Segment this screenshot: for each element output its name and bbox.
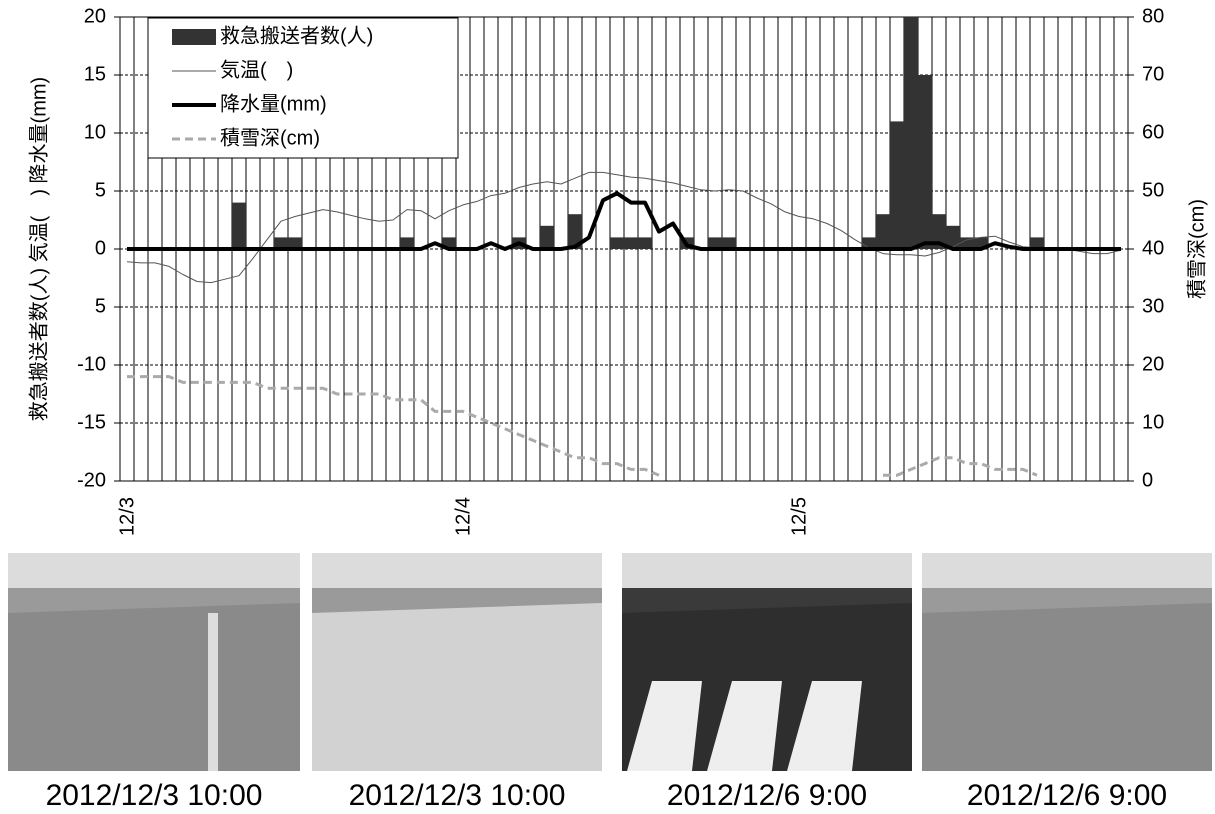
legend-swatch	[172, 29, 216, 45]
photo-caption: 2012/12/3 10:00	[349, 779, 566, 812]
y2-tick-label: 70	[1142, 63, 1164, 85]
photo-ground	[922, 603, 1212, 771]
y-tick-label: 20	[84, 5, 106, 27]
y-tick-label: 10	[84, 121, 106, 143]
y2-tick-label: 10	[1142, 411, 1164, 433]
y-tick-label: 5	[95, 179, 106, 201]
bar	[232, 203, 246, 249]
photo-sky	[922, 553, 1212, 588]
y2-tick-label: 20	[1142, 353, 1164, 375]
y-tick-label: 15	[84, 63, 106, 85]
photo-caption: 2012/12/6 9:00	[967, 779, 1167, 812]
x-tick-label: 12/3	[116, 497, 138, 536]
y-tick-label: 5	[95, 295, 106, 317]
y2-tick-label: 0	[1142, 469, 1153, 491]
bar	[876, 214, 890, 249]
y2-axis-label: 積雪深(cm)	[1185, 199, 1208, 299]
x-tick-label: 12/5	[788, 497, 810, 536]
bar	[918, 75, 932, 249]
page: 2012/12/3 10:00 2012/12/3 10:00 2012/12/6 …	[0, 0, 1215, 814]
legend-label: 降水量(mm)	[220, 92, 327, 115]
y2-tick-label: 80	[1142, 5, 1164, 27]
y2-tick-label: 30	[1142, 295, 1164, 317]
photo-sky	[312, 553, 602, 588]
bar	[610, 237, 624, 249]
y-tick-label: -15	[77, 411, 106, 433]
y2-tick-label: 40	[1142, 237, 1164, 259]
bar	[638, 237, 652, 249]
photo-sky	[8, 553, 300, 588]
legend-label: 積雪深(cm)	[220, 126, 320, 149]
y2-tick-label: 50	[1142, 179, 1164, 201]
y-tick-label: -20	[77, 469, 106, 491]
bar	[904, 17, 918, 249]
photo-sky	[622, 553, 912, 588]
y2-tick-label: 60	[1142, 121, 1164, 143]
bar	[624, 237, 638, 249]
photos: 2012/12/3 10:00 2012/12/3 10:00 2012/12/6 …	[8, 553, 1212, 812]
chart: 2012/12/3 10:00 2012/12/3 10:00 2012/12/6 …	[0, 0, 1215, 814]
legend-label: 救急搬送者数(人)	[220, 24, 373, 47]
legend-label: 気温( )	[220, 58, 293, 81]
photo-ground	[8, 603, 300, 771]
photo-caption: 2012/12/3 10:00	[46, 779, 263, 812]
bar	[890, 121, 904, 249]
lane-line	[208, 613, 218, 771]
y-tick-label: 0	[95, 237, 106, 259]
photo-ground	[312, 603, 602, 771]
photo-caption: 2012/12/6 9:00	[667, 779, 867, 812]
y-tick-label: -10	[77, 353, 106, 375]
y-axis-label: 救急搬送者数(人) 気温( ) 降水量(mm)	[27, 77, 50, 421]
x-tick-label: 12/4	[452, 497, 474, 536]
bar	[540, 226, 554, 249]
legend: 救急搬送者数(人) 気温( ) 降水量(mm) 積雪深(cm)	[148, 18, 458, 158]
